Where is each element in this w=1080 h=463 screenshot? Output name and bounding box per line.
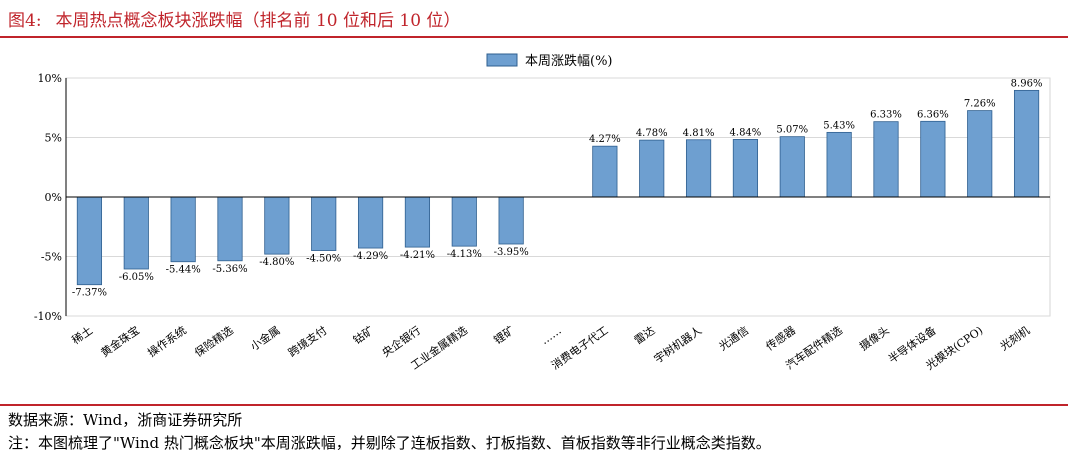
data-label: 4.78% (636, 128, 668, 139)
figure-title-text: 本周热点概念板块涨跌幅（排名前 10 位和后 10 位） (55, 11, 461, 31)
bar (732, 139, 759, 198)
bar (404, 196, 431, 248)
bar (264, 196, 290, 255)
x-tick-label: 光通信 (716, 323, 751, 353)
x-tick-label: 黄金珠宝 (98, 323, 142, 360)
data-label: -5.36% (212, 264, 247, 275)
data-label: -4.21% (400, 250, 435, 261)
data-label: 6.33% (870, 110, 902, 121)
data-label: -6.05% (119, 272, 154, 283)
data-source: 数据来源：Wind，浙商证券研究所 (8, 411, 243, 429)
footer-divider (0, 404, 1068, 406)
x-tick-label: 跨境支付 (285, 323, 329, 360)
bar (498, 196, 524, 245)
x-tick-label: 传感器 (764, 324, 798, 354)
bar (592, 145, 618, 198)
data-label: 4.27% (589, 134, 621, 145)
bar (76, 196, 103, 286)
data-label: -7.37% (72, 288, 107, 299)
x-tick-label: 摄像头 (857, 323, 892, 353)
title-divider (0, 36, 1068, 38)
x-tick-label: 央企银行 (379, 323, 423, 360)
legend-swatch (486, 53, 518, 67)
data-label: 6.36% (917, 109, 949, 120)
data-label: -4.29% (353, 251, 388, 262)
bar (639, 139, 665, 198)
data-label: -3.95% (494, 247, 529, 258)
x-tick-label: 钴矿 (350, 323, 376, 347)
y-tick-label: -10% (34, 310, 62, 323)
y-tick-label: 10% (38, 72, 62, 85)
data-label: -4.80% (259, 257, 294, 268)
bar (451, 196, 477, 247)
data-label: 5.43% (823, 120, 855, 131)
data-label: 5.07% (776, 125, 808, 136)
bar (920, 120, 946, 198)
bar (170, 196, 196, 263)
data-label: 4.84% (730, 127, 762, 138)
bar (967, 110, 993, 198)
x-tick-label: 锂矿 (491, 323, 517, 347)
footnote: 注：本图梳理了"Wind 热门概念板块"本周涨跌幅，并剔除了连板指数、打板指数、… (8, 434, 771, 452)
data-label: 8.96% (1011, 78, 1043, 89)
y-tick-label: 0% (45, 191, 62, 204)
bar (779, 136, 805, 198)
x-tick-label: 雷达 (632, 324, 657, 347)
bar (357, 196, 384, 249)
data-label: -5.44% (166, 265, 201, 276)
bar-chart: -10% -5% 0% 5% 10% 本周涨跌幅(%) -7.37% 稀土 -6.05% 黄金珠宝… (34, 53, 1051, 373)
legend-label: 本周涨跌幅(%) (525, 53, 613, 69)
figure-label: 图4: (8, 11, 42, 31)
data-label: 4.81% (683, 128, 715, 139)
figure-title: 图4: 本周热点概念板块涨跌幅（排名前 10 位和后 10 位） (8, 6, 460, 31)
y-tick-label: 5% (45, 132, 62, 145)
bar (1013, 89, 1040, 198)
x-tick-label: 小金属 (248, 323, 283, 353)
bar (685, 139, 712, 198)
x-tick-label: 稀土 (70, 324, 95, 347)
y-tick-label: -5% (41, 251, 62, 264)
data-label: 7.26% (964, 99, 996, 110)
x-tick-label: …… (538, 324, 563, 347)
data-label: -4.50% (306, 254, 341, 265)
bar (311, 196, 337, 251)
bar (826, 131, 852, 198)
x-tick-label: 光刻机 (997, 323, 1032, 353)
bar (873, 121, 899, 198)
data-label: -4.13% (447, 249, 482, 260)
x-tick-label: 操作系统 (145, 323, 189, 360)
x-tick-label: 保险精选 (192, 323, 236, 360)
x-tick-label: 宇树机器人 (651, 323, 704, 366)
bar (123, 196, 149, 270)
bar (217, 196, 243, 262)
